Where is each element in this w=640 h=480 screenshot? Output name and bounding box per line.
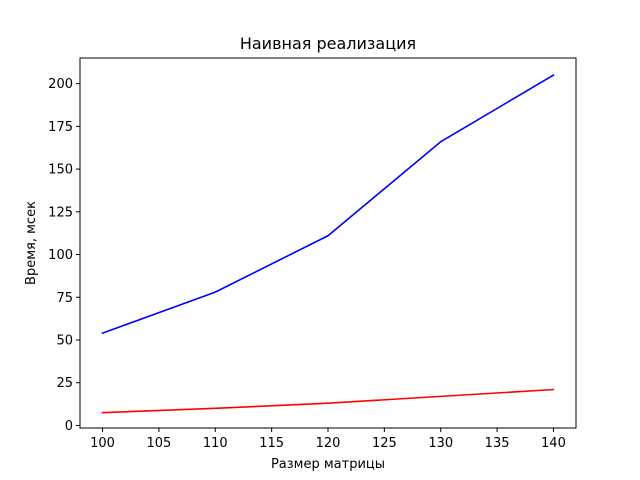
x-tick-label: 140 <box>541 436 566 451</box>
y-tick-label: 125 <box>48 205 73 220</box>
x-tick-label: 110 <box>203 436 228 451</box>
x-tick-label: 100 <box>90 436 115 451</box>
x-tick-label: 120 <box>316 436 341 451</box>
series-line-1 <box>101 73 555 335</box>
x-tick-label: 135 <box>485 436 510 451</box>
y-tick-label: 0 <box>65 419 73 434</box>
y-tick-label: 175 <box>48 120 73 135</box>
series-line-2 <box>101 388 555 414</box>
y-tick-label: 75 <box>56 291 73 306</box>
y-axis-ticks: 0 25 50 75 100 125 150 175 200 <box>48 77 80 434</box>
x-tick-label: 125 <box>372 436 397 451</box>
x-tick-label: 115 <box>259 436 284 451</box>
chart-title: Наивная реализация <box>240 34 416 53</box>
plot-frame <box>79 57 577 429</box>
x-tick-label: 130 <box>428 436 453 451</box>
series-layer <box>101 73 555 414</box>
y-tick-label: 50 <box>56 333 73 348</box>
y-axis-label: Время, мсек <box>24 201 39 285</box>
x-tick-label: 105 <box>146 436 171 451</box>
y-tick-label: 150 <box>48 163 73 178</box>
y-tick-label: 200 <box>48 77 73 92</box>
x-axis-ticks: 100 105 110 115 120 125 130 135 140 <box>90 428 566 451</box>
y-tick-label: 25 <box>56 376 73 391</box>
y-tick-label: 100 <box>48 248 73 263</box>
x-axis-label: Размер матрицы <box>271 457 385 472</box>
